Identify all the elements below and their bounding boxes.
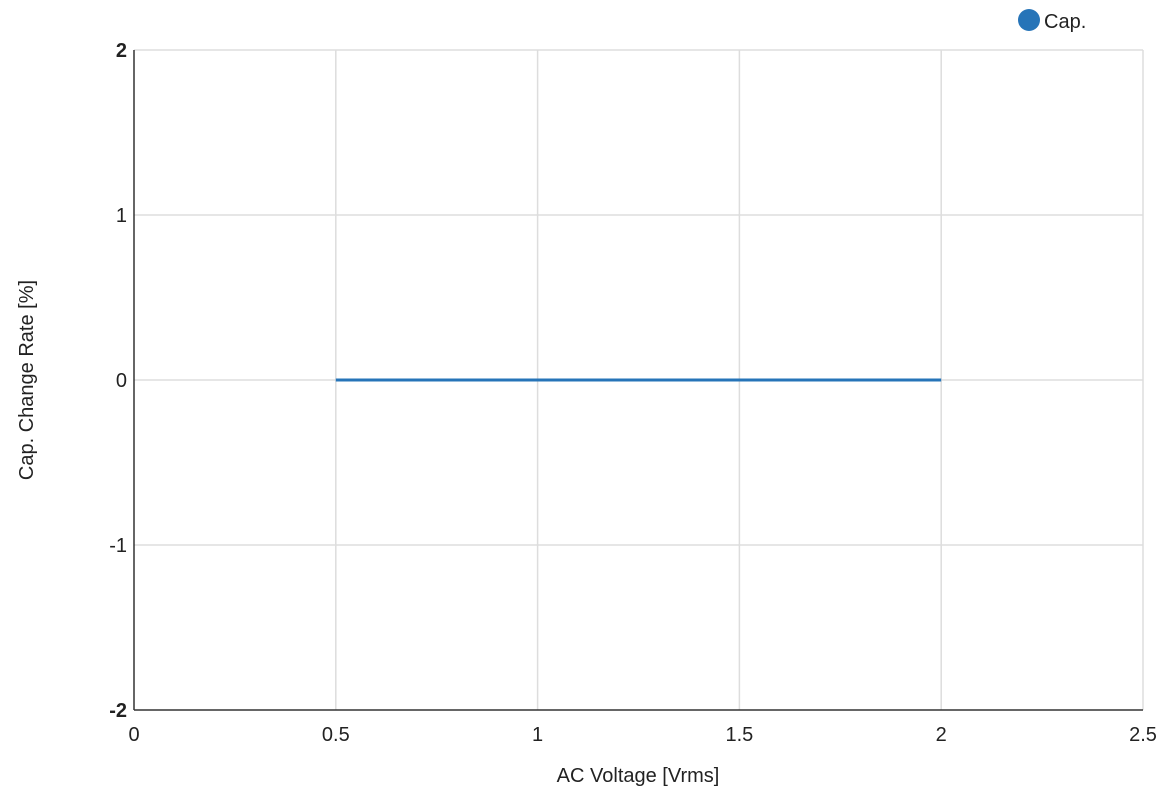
x-tick-label: 1 [532, 724, 543, 746]
legend[interactable]: Cap. [1018, 9, 1086, 33]
y-tick-label: 2 [116, 40, 127, 62]
tick-labels: 0 0.5 1 1.5 2 2.5 -2 -1 0 1 2 [109, 40, 1157, 746]
x-tick-label: 0 [128, 724, 139, 746]
axes [133, 50, 1143, 711]
legend-label-cap: Cap. [1044, 11, 1086, 33]
legend-marker-cap [1018, 9, 1040, 31]
x-axis-title: AC Voltage [Vrms] [557, 765, 720, 787]
y-axis-title: Cap. Change Rate [%] [16, 280, 38, 480]
y-tick-label: -2 [109, 700, 127, 722]
y-tick-label: 0 [116, 370, 127, 392]
x-tick-label: 1.5 [725, 724, 753, 746]
x-tick-label: 2 [936, 724, 947, 746]
x-tick-label: 2.5 [1129, 724, 1157, 746]
x-tick-label: 0.5 [322, 724, 350, 746]
y-tick-label: -1 [109, 535, 127, 557]
y-tick-label: 1 [116, 205, 127, 227]
